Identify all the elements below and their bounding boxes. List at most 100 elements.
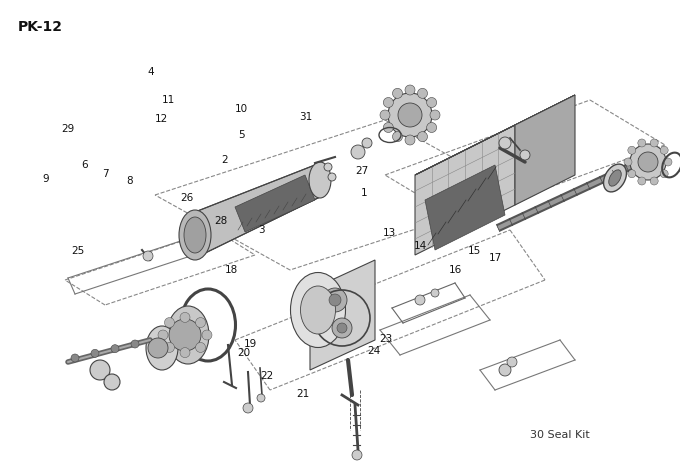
- Circle shape: [664, 158, 672, 166]
- Circle shape: [328, 173, 336, 181]
- Circle shape: [520, 150, 530, 160]
- Circle shape: [243, 403, 253, 413]
- Circle shape: [169, 319, 201, 351]
- Circle shape: [398, 103, 422, 127]
- Polygon shape: [425, 165, 505, 250]
- Circle shape: [415, 295, 425, 305]
- Circle shape: [380, 110, 390, 120]
- Ellipse shape: [184, 217, 206, 253]
- Ellipse shape: [604, 164, 626, 192]
- Text: 31: 31: [299, 112, 313, 122]
- Circle shape: [660, 146, 668, 154]
- Circle shape: [384, 122, 393, 133]
- Circle shape: [426, 98, 437, 107]
- Circle shape: [180, 348, 190, 358]
- Ellipse shape: [146, 326, 178, 370]
- Text: 15: 15: [468, 246, 481, 256]
- Circle shape: [196, 318, 205, 327]
- Text: 11: 11: [161, 95, 175, 105]
- Circle shape: [143, 251, 153, 261]
- Circle shape: [332, 318, 352, 338]
- Circle shape: [180, 312, 190, 322]
- Circle shape: [630, 144, 666, 180]
- Circle shape: [499, 137, 511, 149]
- Circle shape: [158, 330, 168, 340]
- Circle shape: [624, 158, 632, 166]
- Ellipse shape: [290, 272, 345, 347]
- Text: 7: 7: [102, 169, 109, 179]
- Text: 2: 2: [221, 155, 228, 166]
- Circle shape: [352, 450, 362, 460]
- Text: 14: 14: [413, 241, 427, 252]
- Ellipse shape: [179, 210, 211, 260]
- Circle shape: [90, 360, 110, 380]
- Circle shape: [426, 122, 437, 133]
- Text: 10: 10: [235, 104, 248, 114]
- Circle shape: [351, 145, 365, 159]
- Text: 22: 22: [260, 371, 274, 381]
- Circle shape: [384, 98, 393, 107]
- Text: 9: 9: [42, 174, 49, 184]
- Circle shape: [405, 85, 415, 95]
- Text: 25: 25: [71, 246, 85, 256]
- Text: 23: 23: [379, 333, 393, 344]
- Polygon shape: [415, 95, 575, 175]
- Text: 6: 6: [82, 160, 88, 170]
- Circle shape: [638, 152, 658, 172]
- Text: 28: 28: [214, 216, 228, 226]
- Circle shape: [337, 323, 347, 333]
- Text: 29: 29: [61, 124, 75, 134]
- Circle shape: [431, 289, 439, 297]
- Ellipse shape: [301, 286, 335, 334]
- Text: 8: 8: [126, 176, 133, 186]
- Circle shape: [638, 139, 646, 147]
- Circle shape: [148, 338, 168, 358]
- Circle shape: [165, 342, 175, 352]
- Ellipse shape: [609, 170, 622, 186]
- Text: 30 Seal Kit: 30 Seal Kit: [530, 430, 590, 440]
- Text: 3: 3: [258, 225, 265, 235]
- Circle shape: [111, 345, 119, 352]
- Circle shape: [660, 170, 668, 178]
- Circle shape: [638, 177, 646, 185]
- Text: 1: 1: [360, 188, 367, 198]
- Circle shape: [388, 93, 432, 137]
- Text: PK-12: PK-12: [18, 20, 63, 34]
- Text: 4: 4: [148, 67, 154, 77]
- Circle shape: [430, 110, 440, 120]
- Circle shape: [499, 364, 511, 376]
- Circle shape: [650, 139, 658, 147]
- Text: 19: 19: [243, 339, 257, 349]
- Circle shape: [628, 170, 636, 178]
- Circle shape: [329, 294, 341, 306]
- Ellipse shape: [309, 162, 331, 198]
- Text: 5: 5: [238, 130, 245, 140]
- Polygon shape: [515, 95, 575, 205]
- Circle shape: [131, 340, 139, 348]
- Circle shape: [628, 146, 636, 154]
- Polygon shape: [310, 260, 375, 370]
- Circle shape: [650, 177, 658, 185]
- Text: 17: 17: [488, 253, 502, 263]
- Circle shape: [71, 354, 79, 362]
- Circle shape: [418, 132, 428, 142]
- Circle shape: [324, 163, 332, 171]
- Circle shape: [323, 288, 347, 312]
- Circle shape: [405, 135, 415, 145]
- Circle shape: [257, 394, 265, 402]
- Circle shape: [91, 349, 99, 357]
- Circle shape: [392, 88, 403, 99]
- Text: 18: 18: [224, 265, 238, 275]
- Polygon shape: [415, 125, 515, 255]
- Ellipse shape: [167, 306, 209, 364]
- Text: 16: 16: [449, 265, 462, 275]
- Text: 20: 20: [237, 348, 250, 359]
- Circle shape: [507, 357, 517, 367]
- Text: 26: 26: [180, 193, 194, 203]
- Polygon shape: [235, 175, 315, 232]
- Text: 13: 13: [382, 227, 396, 238]
- Circle shape: [418, 88, 428, 99]
- Circle shape: [104, 374, 120, 390]
- Text: 27: 27: [355, 166, 369, 176]
- Circle shape: [196, 342, 205, 352]
